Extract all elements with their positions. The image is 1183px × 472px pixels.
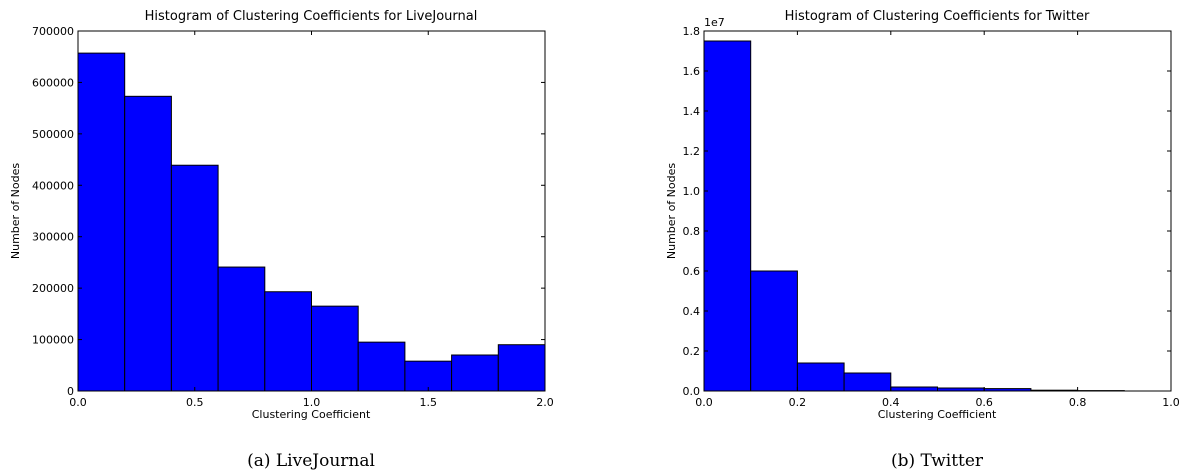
x-tick-label: 2.0 bbox=[536, 396, 554, 409]
y-axis-multiplier: 1e7 bbox=[704, 16, 725, 29]
ticks-group: 0.0 0.2 0.4 0.6 0.8 1.0 0.0 0.2 0.4 0.6 0.8 1.0 1.2 1… bbox=[683, 25, 1180, 409]
caption: (b) Twitter bbox=[891, 451, 984, 471]
histogram-bar bbox=[796, 362, 845, 392]
chart-title: Histogram of Clustering Coefficients for… bbox=[145, 9, 478, 24]
y-tick-label: 0.8 bbox=[683, 225, 701, 238]
y-tick-label: 0.2 bbox=[683, 345, 701, 358]
histogram-bar bbox=[170, 164, 219, 392]
histogram-bar bbox=[404, 360, 453, 392]
x-tick-label: 0.0 bbox=[69, 396, 87, 409]
y-tick-label: 1.4 bbox=[683, 105, 701, 118]
histogram-bar bbox=[497, 344, 546, 392]
y-tick-label: 1.2 bbox=[683, 145, 701, 158]
x-axis-label: Clustering Coefficient bbox=[252, 408, 371, 421]
histogram-bar bbox=[750, 270, 798, 392]
bars-group bbox=[703, 40, 1125, 392]
caption: (a) LiveJournal bbox=[247, 451, 375, 471]
y-tick-label: 300000 bbox=[32, 231, 74, 244]
histogram-bar bbox=[124, 95, 172, 392]
histogram-bar bbox=[451, 354, 499, 392]
x-tick-label: 0.4 bbox=[882, 396, 900, 409]
y-tick-label: 0.6 bbox=[683, 265, 701, 278]
y-axis-label: Number of Nodes bbox=[9, 163, 22, 259]
y-tick-label: 200000 bbox=[32, 282, 74, 295]
x-tick-label: 0.6 bbox=[975, 396, 993, 409]
y-axis-label: Number of Nodes bbox=[665, 163, 678, 259]
y-tick-label: 1.0 bbox=[683, 185, 701, 198]
histogram-bar bbox=[264, 291, 312, 392]
y-tick-label: 0 bbox=[67, 385, 74, 398]
histogram-bar bbox=[890, 386, 938, 392]
histogram-bar bbox=[77, 52, 126, 392]
y-tick-label: 1.6 bbox=[683, 65, 701, 78]
x-tick-label: 1.0 bbox=[1162, 396, 1180, 409]
y-tick-label: 0.4 bbox=[683, 305, 701, 318]
y-tick-label: 400000 bbox=[32, 179, 74, 192]
y-tick-label: 500000 bbox=[32, 128, 74, 141]
x-tick-label: 0.0 bbox=[695, 396, 713, 409]
histogram-bar bbox=[357, 341, 406, 392]
chart-title: Histogram of Clustering Coefficients for… bbox=[785, 9, 1090, 24]
bars-group bbox=[77, 52, 546, 392]
x-tick-label: 0.2 bbox=[789, 396, 807, 409]
histogram-bar bbox=[703, 40, 752, 392]
histogram-bar bbox=[217, 266, 266, 392]
x-axis-label: Clustering Coefficient bbox=[878, 408, 997, 421]
y-tick-label: 1.8 bbox=[683, 25, 701, 38]
livejournal-chart: Histogram of Clustering Coefficients for… bbox=[9, 9, 554, 471]
histogram-bar bbox=[311, 305, 359, 392]
histogram-bar bbox=[843, 372, 892, 392]
plot-frame bbox=[703, 30, 1172, 392]
x-tick-label: 0.8 bbox=[1069, 396, 1087, 409]
twitter-chart: Histogram of Clustering Coefficients for… bbox=[665, 9, 1180, 471]
x-tick-label: 1.5 bbox=[420, 396, 438, 409]
x-tick-label: 0.5 bbox=[186, 396, 204, 409]
y-tick-label: 600000 bbox=[32, 76, 74, 89]
y-tick-label: 700000 bbox=[32, 25, 74, 38]
x-tick-label: 1.0 bbox=[303, 396, 321, 409]
ticks-group: 0.0 0.5 1.0 1.5 2.0 0 100000 200000 300000 400000… bbox=[32, 25, 554, 409]
y-tick-label: 0.0 bbox=[683, 385, 701, 398]
y-tick-label: 100000 bbox=[32, 334, 74, 347]
